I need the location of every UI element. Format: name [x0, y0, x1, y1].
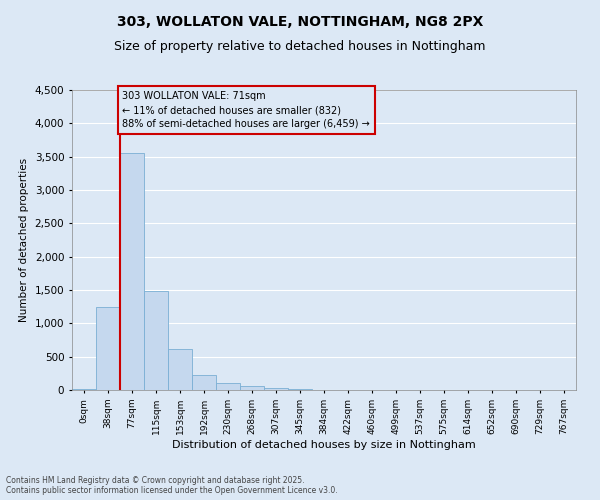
Bar	[120, 152, 144, 390]
Text: 303, WOLLATON VALE, NOTTINGHAM, NG8 2PX: 303, WOLLATON VALE, NOTTINGHAM, NG8 2PX	[117, 15, 483, 29]
Bar	[264, 388, 288, 390]
Text: Contains HM Land Registry data © Crown copyright and database right 2025.
Contai: Contains HM Land Registry data © Crown c…	[6, 476, 338, 495]
Bar	[168, 348, 192, 390]
Bar	[144, 292, 168, 390]
Y-axis label: Number of detached properties: Number of detached properties	[19, 158, 29, 322]
Bar	[192, 376, 216, 390]
Text: Size of property relative to detached houses in Nottingham: Size of property relative to detached ho…	[114, 40, 486, 53]
Bar	[240, 386, 264, 390]
Text: 303 WOLLATON VALE: 71sqm
← 11% of detached houses are smaller (832)
88% of semi-: 303 WOLLATON VALE: 71sqm ← 11% of detach…	[122, 92, 370, 130]
Bar	[96, 306, 120, 390]
Bar	[72, 388, 96, 390]
X-axis label: Distribution of detached houses by size in Nottingham: Distribution of detached houses by size …	[172, 440, 476, 450]
Bar	[216, 384, 240, 390]
